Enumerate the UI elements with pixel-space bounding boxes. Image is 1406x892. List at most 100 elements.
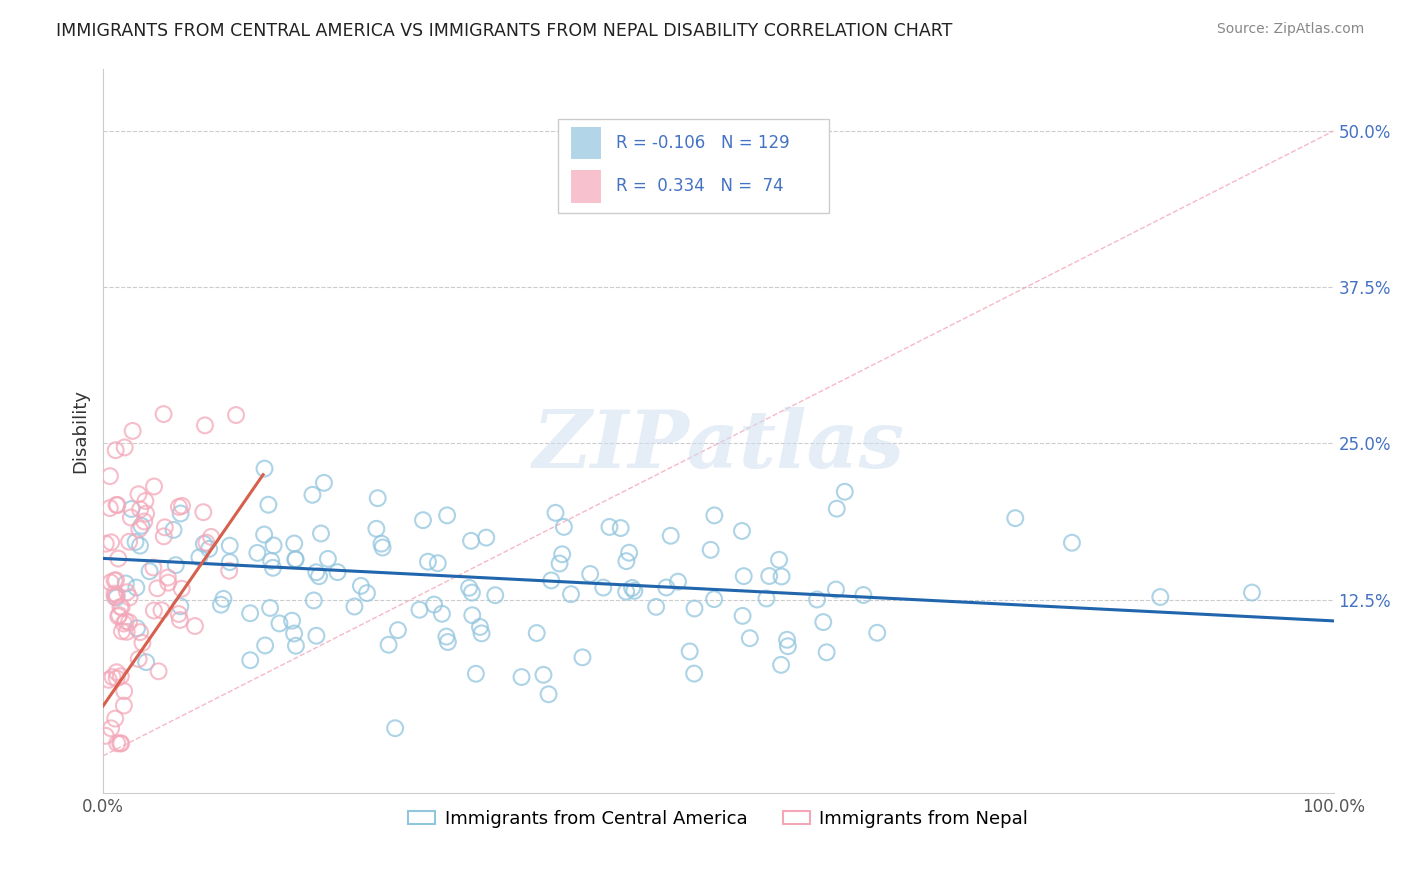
Point <box>100 722 122 736</box>
Point <box>621 581 644 595</box>
Point <box>218 555 240 569</box>
Point <box>460 533 482 548</box>
Y-axis label: Disability: Disability <box>72 389 89 473</box>
Point <box>592 581 614 595</box>
Point <box>157 575 180 590</box>
Point <box>540 574 562 588</box>
Point <box>699 542 721 557</box>
Point <box>309 526 332 541</box>
Point <box>553 520 575 534</box>
Point <box>1149 590 1171 604</box>
Point <box>426 556 449 570</box>
Point <box>131 518 153 533</box>
Point <box>94 536 117 550</box>
Point <box>118 615 141 630</box>
Point <box>104 712 127 726</box>
Point <box>121 502 143 516</box>
Point <box>110 599 132 614</box>
Point <box>377 638 399 652</box>
Point <box>153 529 176 543</box>
Point <box>218 564 240 578</box>
Text: R =  0.334   N =  74: R = 0.334 N = 74 <box>616 178 783 195</box>
Point <box>193 505 215 519</box>
Point <box>253 527 276 541</box>
Point <box>703 592 725 607</box>
Point <box>121 424 143 438</box>
Point <box>257 498 280 512</box>
Point <box>423 598 446 612</box>
Point <box>143 479 166 493</box>
Point <box>703 508 725 523</box>
Point <box>212 591 235 606</box>
Point <box>461 608 484 623</box>
Point <box>107 498 129 512</box>
Point <box>806 592 828 607</box>
Point <box>253 461 276 475</box>
Point <box>239 606 262 620</box>
Point <box>645 599 668 614</box>
Point <box>112 684 135 698</box>
Point <box>135 655 157 669</box>
Point <box>239 653 262 667</box>
Point <box>165 558 187 573</box>
Point <box>408 603 430 617</box>
Point <box>834 484 856 499</box>
Point <box>112 698 135 713</box>
Point <box>436 508 458 523</box>
Point <box>461 585 484 599</box>
Point <box>579 566 602 581</box>
Point <box>112 616 135 631</box>
Point <box>598 520 620 534</box>
Point <box>169 599 191 614</box>
Point <box>813 615 835 629</box>
Point <box>367 491 389 505</box>
Bar <box>571 127 602 159</box>
Point <box>104 443 127 458</box>
Point <box>152 407 174 421</box>
Point <box>110 736 132 750</box>
Point <box>146 581 169 595</box>
Point <box>98 501 121 516</box>
Point <box>118 591 141 605</box>
Point <box>731 524 754 538</box>
Point <box>283 536 305 550</box>
Point <box>262 561 284 575</box>
Point <box>731 608 754 623</box>
Point <box>138 564 160 578</box>
Point <box>105 672 128 686</box>
Point <box>103 587 125 601</box>
Point <box>281 614 304 628</box>
Legend: Immigrants from Central America, Immigrants from Nepal: Immigrants from Central America, Immigra… <box>401 803 1035 835</box>
Point <box>551 547 574 561</box>
Point <box>246 546 269 560</box>
Point <box>131 636 153 650</box>
Point <box>356 586 378 600</box>
Point <box>120 510 142 524</box>
Point <box>129 539 152 553</box>
Point <box>115 624 138 639</box>
Point <box>548 557 571 571</box>
Point <box>115 585 138 599</box>
Point <box>387 623 409 637</box>
Point <box>142 560 165 574</box>
Point <box>284 552 307 566</box>
Point <box>260 554 283 568</box>
Point <box>156 570 179 584</box>
Point <box>1240 585 1263 599</box>
Point <box>127 487 149 501</box>
Point <box>683 601 706 615</box>
Point <box>571 650 593 665</box>
Point <box>111 624 134 639</box>
Point <box>655 581 678 595</box>
Point <box>623 583 645 598</box>
Point <box>1004 511 1026 525</box>
Point <box>135 507 157 521</box>
Point <box>150 603 173 617</box>
Point <box>114 576 136 591</box>
Point <box>209 598 232 612</box>
Point <box>755 591 778 606</box>
Point <box>170 582 193 596</box>
Point <box>533 668 555 682</box>
Point <box>194 418 217 433</box>
Point <box>544 506 567 520</box>
